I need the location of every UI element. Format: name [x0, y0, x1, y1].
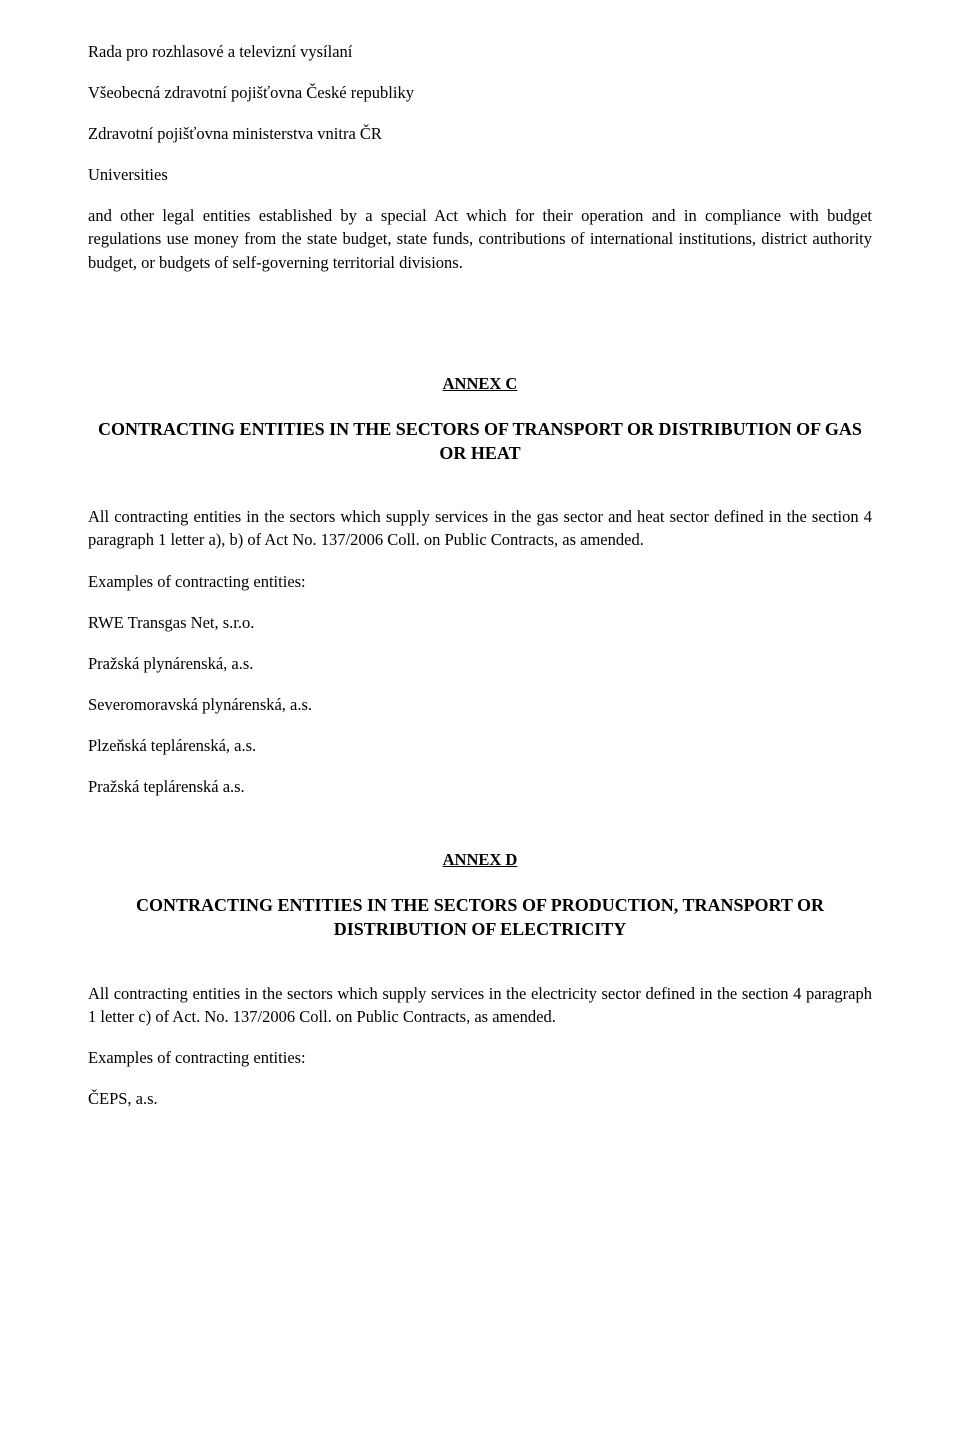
annex-c-example-1: RWE Transgas Net, s.r.o.: [88, 611, 872, 634]
annex-c-label: ANNEX C: [88, 372, 872, 395]
annex-d-title: CONTRACTING ENTITIES IN THE SECTORS OF P…: [88, 893, 872, 942]
intro-paragraph: and other legal entities established by …: [88, 204, 872, 273]
intro-line-4: Universities: [88, 163, 872, 186]
document-page: Rada pro rozhlasové a televizní vysílaní…: [0, 0, 960, 1440]
intro-line-3: Zdravotní pojišťovna ministerstva vnitra…: [88, 122, 872, 145]
annex-c-example-3: Severomoravská plynárenská, a.s.: [88, 693, 872, 716]
annex-c-example-5: Pražská teplárenská a.s.: [88, 775, 872, 798]
spacer: [88, 292, 872, 322]
annex-c-title: CONTRACTING ENTITIES IN THE SECTORS OF T…: [88, 417, 872, 466]
annex-c-example-4: Plzeňská teplárenská, a.s.: [88, 734, 872, 757]
annex-c-example-2: Pražská plynárenská, a.s.: [88, 652, 872, 675]
annex-d-label: ANNEX D: [88, 848, 872, 871]
annex-d-example-1: ČEPS, a.s.: [88, 1087, 872, 1110]
annex-d-paragraph: All contracting entities in the sectors …: [88, 982, 872, 1028]
annex-d-examples-label: Examples of contracting entities:: [88, 1046, 872, 1069]
annex-c-examples-label: Examples of contracting entities:: [88, 570, 872, 593]
intro-line-1: Rada pro rozhlasové a televizní vysílaní: [88, 40, 872, 63]
annex-c-paragraph: All contracting entities in the sectors …: [88, 505, 872, 551]
intro-line-2: Všeobecná zdravotní pojišťovna České rep…: [88, 81, 872, 104]
